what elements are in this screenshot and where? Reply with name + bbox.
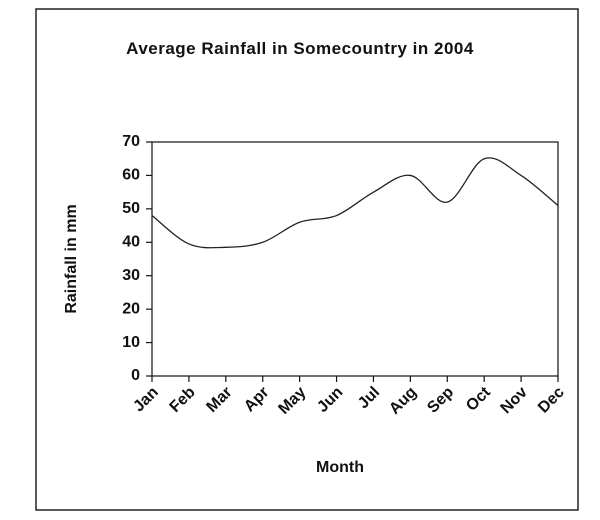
y-tick-label: 10 <box>122 334 140 351</box>
x-tick-label: Oct <box>463 383 494 414</box>
y-axis-label: Rainfall in mm <box>63 204 80 313</box>
x-tick-label: Dec <box>535 384 568 417</box>
x-tick-label: Sep <box>424 384 457 417</box>
x-tick-label: Aug <box>386 384 420 418</box>
chart-title: Average Rainfall in Somecountry in 2004 <box>126 39 474 58</box>
x-tick-label: Jul <box>355 384 383 412</box>
y-tick-label: 0 <box>131 367 140 384</box>
x-tick-label: Apr <box>241 384 273 416</box>
x-tick-label: Mar <box>203 384 235 416</box>
y-tick-label: 50 <box>122 200 140 217</box>
x-tick-label: Feb <box>167 384 199 416</box>
y-tick-label: 20 <box>122 300 140 317</box>
x-tick-label: Nov <box>498 384 531 417</box>
y-tick-label: 30 <box>122 267 140 284</box>
chart-border <box>35 8 579 511</box>
data-line <box>151 157 559 249</box>
x-tick-label: May <box>275 384 309 418</box>
x-axis-label: Month <box>316 459 364 476</box>
x-tick-label: Jan <box>130 384 162 416</box>
x-tick-label: Jun <box>314 384 346 416</box>
plot-area <box>151 141 559 377</box>
y-tick-label: 60 <box>122 167 140 184</box>
y-tick-label: 40 <box>122 234 140 251</box>
y-tick-label: 70 <box>122 133 140 150</box>
